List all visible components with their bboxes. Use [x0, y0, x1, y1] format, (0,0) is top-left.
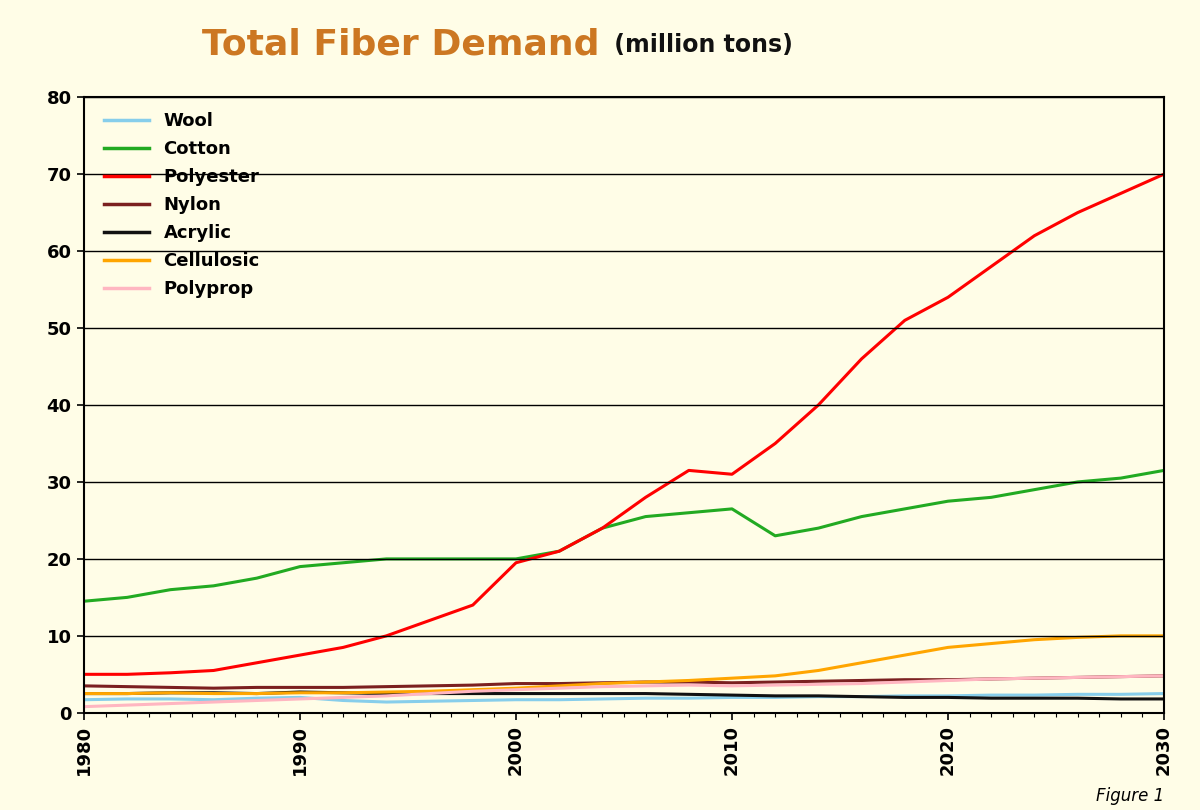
Legend: Wool, Cotton, Polyester, Nylon, Acrylic, Cellulosic, Polyprop: Wool, Cotton, Polyester, Nylon, Acrylic,…: [104, 113, 259, 298]
Text: Figure 1: Figure 1: [1096, 787, 1164, 804]
Text: Total Fiber Demand: Total Fiber Demand: [203, 28, 600, 62]
Text: (million tons): (million tons): [606, 32, 793, 57]
